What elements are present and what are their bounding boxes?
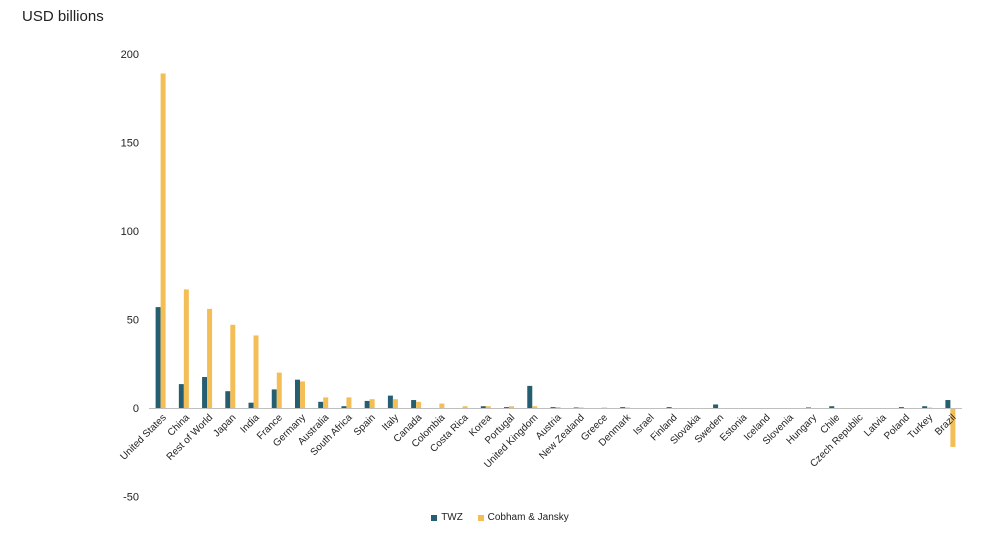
bar-cobham-and-jansky-canada [416, 401, 422, 408]
bar-cobham-and-jansky-united-states [160, 73, 166, 408]
bar-cobham-and-jansky-rest-of-world [207, 308, 213, 408]
bar-twz-brazil [945, 400, 951, 408]
bar-cobham-and-jansky-portugal [509, 406, 515, 408]
legend-item-cobham-jansky: Cobham & Jansky [477, 512, 569, 523]
x-tick-label-turkey: Turkey [906, 412, 935, 441]
bar-cobham-and-jansky-costa-rica [462, 406, 468, 408]
bar-cobham-and-jansky-austria [555, 407, 561, 408]
y-axis-unit-label: USD billions [22, 8, 104, 25]
legend-item-twz: TWZ [431, 512, 463, 523]
bar-twz-new-zealand [573, 407, 579, 408]
bar-twz-south-africa [341, 406, 347, 408]
bar-twz-japan [225, 391, 231, 408]
bar-twz-canada [411, 400, 417, 408]
y-tick-label: 200 [121, 49, 139, 61]
y-tick-label: 150 [121, 138, 139, 150]
legend-label-twz: TWZ [441, 512, 463, 523]
legend-label-cobham-jansky: Cobham & Jansky [487, 512, 569, 523]
bar-cobham-and-jansky-new-zealand [578, 407, 584, 408]
bar-cobham-and-jansky-denmark [625, 407, 631, 408]
y-tick-label: 100 [121, 226, 139, 238]
bar-twz-spain [364, 400, 370, 408]
y-axis-ticks: 200 150 100 50 0 -50 [121, 49, 139, 504]
bar-twz-australia [318, 401, 324, 408]
bar-cobham-and-jansky-korea [485, 406, 491, 408]
bar-twz-sweden [713, 404, 719, 408]
bar-cobham-and-jansky-australia [323, 397, 329, 408]
x-tick-label-japan: Japan [211, 412, 238, 439]
y-tick-label: 0 [133, 403, 139, 415]
bar-twz-rest-of-world [202, 377, 208, 408]
bar-twz-hungary [806, 407, 812, 408]
bar-twz-korea [480, 406, 486, 408]
legend-swatch-twz [431, 514, 438, 521]
bar-twz-united-states [155, 307, 161, 408]
bar-twz-united-kingdom [527, 385, 533, 409]
legend: TWZ Cobham & Jansky [0, 512, 1000, 524]
bar-twz-austria [550, 407, 556, 408]
bar-cobham-and-jansky-greece [601, 407, 607, 408]
y-tick-label: 50 [127, 315, 139, 327]
bar-twz-italy [387, 395, 393, 408]
bar-twz-portugal [504, 407, 510, 408]
bar-twz-india [248, 402, 254, 408]
bar-cobham-and-jansky-germany [299, 381, 305, 408]
bar-twz-germany [294, 379, 300, 408]
bar-cobham-and-jansky-brazil [950, 408, 956, 447]
bar-twz-france [271, 389, 277, 408]
legend-swatch-cobham-jansky [477, 514, 484, 521]
bar-twz-finland [666, 407, 672, 408]
y-tick-label: -50 [123, 492, 139, 504]
bar-cobham-and-jansky-france [276, 372, 282, 408]
bar-cobham-and-jansky-united-kingdom [532, 406, 538, 408]
bar-cobham-and-jansky-spain [369, 399, 375, 408]
bar-cobham-and-jansky-colombia [439, 403, 445, 408]
bar-cobham-and-jansky-turkey [927, 407, 933, 408]
bar-twz-denmark [620, 407, 626, 408]
bar-twz-china [178, 384, 184, 408]
x-tick-label-united-states: United States [118, 412, 168, 462]
series-cobham-jansky-bars [160, 73, 956, 447]
bar-cobham-and-jansky-india [253, 335, 259, 408]
bar-cobham-and-jansky-south-africa [346, 397, 352, 408]
bar-twz-poland [898, 407, 904, 408]
bar-cobham-and-jansky-italy [392, 399, 398, 408]
bar-twz-turkey [922, 406, 928, 408]
x-tick-label-poland: Poland [882, 412, 912, 442]
bar-twz-chile [829, 406, 835, 408]
bar-cobham-and-jansky-china [183, 289, 189, 408]
x-tick-label-spain: Spain [352, 412, 378, 438]
bar-cobham-and-jansky-japan [230, 324, 236, 408]
series-twz-bars [155, 307, 951, 409]
